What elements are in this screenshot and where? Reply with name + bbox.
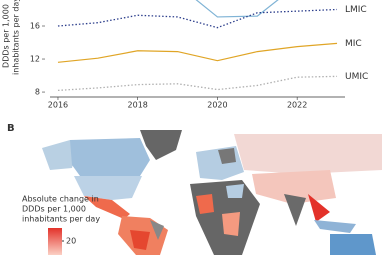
x-tick-label: 2022	[287, 101, 307, 110]
region	[226, 184, 244, 198]
series-label: LMIC	[345, 5, 367, 15]
series-line	[57, 75, 338, 92]
y-axis-label: DDDs per 1,000	[2, 4, 11, 68]
region	[330, 234, 376, 255]
legend-title: DDDs per 1,000	[22, 205, 86, 214]
legend-tick-label: 20	[66, 237, 76, 246]
region	[234, 134, 382, 174]
region	[84, 196, 130, 219]
region	[284, 194, 306, 226]
legend-title: Absolute change in	[22, 195, 99, 204]
region	[42, 140, 76, 170]
legend-colorbar	[48, 228, 62, 255]
legend-title: inhabitants per day	[22, 215, 100, 224]
region	[196, 194, 214, 214]
region	[74, 176, 142, 200]
region	[308, 194, 330, 222]
plot-area	[57, 0, 338, 92]
panel-label: B	[7, 123, 15, 134]
series-label: MIC	[345, 39, 362, 49]
series-label: UMIC	[345, 72, 368, 82]
region	[218, 148, 236, 164]
x-tick-label: 2016	[48, 101, 68, 110]
y-tick-label: 8	[35, 88, 40, 97]
region	[70, 138, 150, 178]
region	[150, 220, 164, 240]
x-tick-label: 2018	[128, 101, 148, 110]
region	[314, 220, 356, 233]
series-line	[57, 42, 338, 63]
y-tick-label: 12	[30, 55, 40, 64]
y-tick-label: 16	[30, 22, 40, 31]
region	[222, 212, 240, 236]
world-map	[42, 130, 382, 255]
series-line	[57, 8, 338, 29]
x-tick-label: 2020	[207, 101, 227, 110]
region	[130, 230, 150, 250]
series-line	[195, 0, 279, 18]
region	[140, 130, 182, 160]
region	[252, 170, 336, 204]
y-axis-label: inhabitants per day	[12, 0, 21, 75]
